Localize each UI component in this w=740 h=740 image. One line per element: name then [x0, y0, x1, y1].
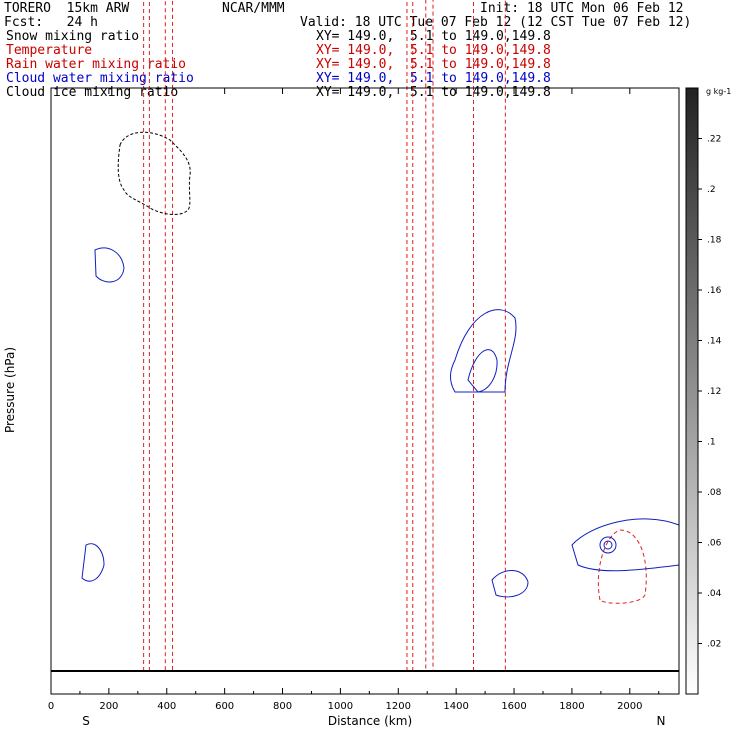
- colorbar-tick-label: .18: [707, 236, 722, 246]
- field-rain-xy: XY= 149.0, 5.1 to 149.0,149.8: [316, 57, 551, 72]
- colorbar-fill: [685, 87, 699, 695]
- x-tick-label: 400: [157, 701, 176, 712]
- x-tick-label: 1800: [559, 701, 584, 712]
- field-snow-xy: XY= 149.0, 5.1 to 149.0,149.8: [316, 29, 551, 44]
- x-tick-label: 1600: [501, 701, 526, 712]
- cloud-water-contour: [81, 543, 105, 582]
- x-tick-label: 600: [215, 701, 234, 712]
- rain-contours: [143, 0, 647, 671]
- forecast-hour: Fcst: 24 h: [4, 15, 98, 30]
- x-end-label-left: S: [82, 714, 90, 728]
- cloud-water-contour: [603, 540, 613, 550]
- x-end-label-right: N: [657, 714, 666, 728]
- cloud-water-contours: [81, 247, 680, 598]
- colorbar-tick-label: .02: [707, 640, 721, 650]
- x-tick-label: 2000: [617, 701, 642, 712]
- cloud-water-contour: [94, 247, 125, 283]
- cloud-ice-contours: [117, 131, 191, 215]
- rain-contour: [597, 529, 647, 604]
- colorbar-tick-label: .22: [707, 135, 721, 145]
- x-tick-label: 1400: [443, 701, 468, 712]
- cloud-water-contour: [450, 309, 517, 393]
- field-cloud-ice-label: Cloud ice mixing ratio: [6, 85, 179, 100]
- colorbar-tick-label: .08: [707, 488, 722, 498]
- valid-time: Valid: 18 UTC Tue 07 Feb 12 (12 CST Tue …: [300, 15, 692, 30]
- colorbar-unit: g kg-1: [706, 87, 731, 96]
- colorbar-tick-label: .14: [707, 337, 722, 347]
- x-tick-label: 1200: [386, 701, 411, 712]
- x-axis: 0 200 400 600 800 1000 1200 1400 1600 1800 2000: [48, 88, 660, 712]
- field-rain-label: Rain water mixing ratio: [6, 57, 187, 72]
- colorbar-tick-label: .12: [707, 387, 721, 397]
- field-cloud-ice-xy: XY= 149.0, 5.1 to 149.0,149.8: [316, 85, 551, 100]
- cloud-water-contour: [467, 349, 498, 393]
- colorbar-tick-label: .16: [707, 286, 722, 296]
- colorbar-tick-label: .1: [707, 438, 716, 448]
- field-snow-label: Snow mixing ratio: [6, 29, 140, 44]
- org-title: NCAR/MMM: [222, 1, 285, 16]
- x-tick-label: 200: [99, 701, 118, 712]
- rain-contour: [143, 0, 174, 671]
- y-axis-label: Pressure (hPa): [3, 347, 17, 433]
- x-tick-label: 800: [273, 701, 292, 712]
- field-cloud-water-xy: XY= 149.0, 5.1 to 149.0,149.8: [316, 71, 551, 86]
- rain-contour: [406, 0, 434, 671]
- x-tick-label: 1000: [328, 701, 353, 712]
- x-axis-label: Distance (km): [328, 714, 412, 728]
- colorbar-tick-label: .04: [707, 589, 722, 599]
- colorbar: g kg-1 .02 .04 .06 .08 .1 .12 .14 .16 .18 .2 .22: [685, 87, 731, 695]
- cloud-water-contour: [599, 536, 617, 554]
- rain-contour: [412, 0, 427, 671]
- colorbar-tick-label: .06: [707, 539, 722, 549]
- cloud-water-contour: [491, 570, 529, 598]
- field-cloud-water-label: Cloud water mixing ratio: [6, 71, 194, 86]
- plot-frame: [50, 87, 680, 695]
- model-title: TORERO 15km ARW: [4, 1, 130, 16]
- x-tick-label: 0: [48, 701, 54, 712]
- rain-contour: [473, 0, 506, 671]
- rain-contour: [148, 0, 166, 671]
- field-temperature-label: Temperature: [6, 43, 93, 58]
- init-time: Init: 18 UTC Mon 06 Feb 12: [480, 1, 684, 16]
- field-temperature-xy: XY= 149.0, 5.1 to 149.0,149.8: [316, 43, 551, 58]
- cloud-ice-contour: [117, 131, 191, 215]
- colorbar-tick-label: .2: [707, 185, 716, 195]
- cloud-water-contour: [571, 518, 680, 572]
